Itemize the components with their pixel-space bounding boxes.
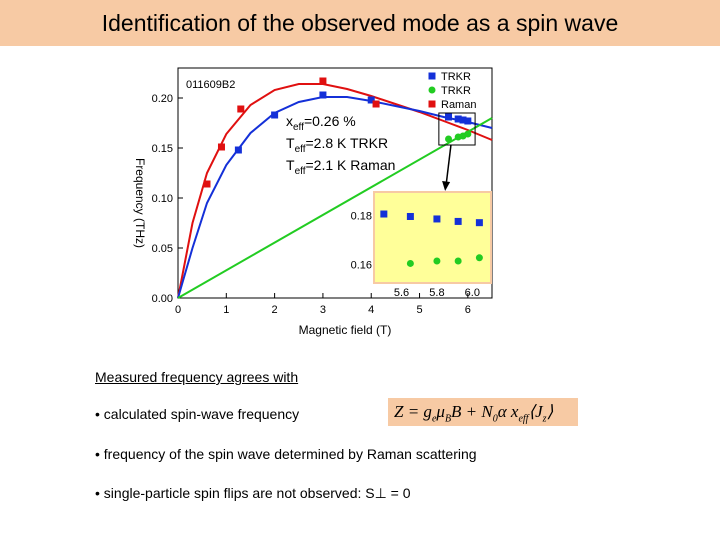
inset-data-point — [406, 259, 414, 267]
data-point — [319, 77, 327, 85]
spin-wave-formula: Z = geμBB + N0α xeff⟨Jz⟩ — [388, 398, 578, 426]
inset-x-tick-label: 5.8 — [429, 287, 444, 299]
data-point — [445, 113, 453, 121]
x-tick-label: 3 — [320, 304, 326, 316]
inset-y-tick-label: 0.16 — [351, 260, 372, 272]
inset-y-tick-label: 0.18 — [351, 210, 372, 222]
inset-data-point — [380, 210, 388, 218]
sample-id-label: 011609B2 — [186, 79, 235, 91]
frequency-vs-field-chart: 0 1 2 3 4 5 6 0.00 0.05 0.10 0.15 0.20 Magnetic fiel… — [133, 67, 493, 337]
inset-data-point — [475, 219, 483, 227]
inset-data-point — [433, 257, 441, 265]
bullet-spin-flips: • single-particle spin flips are not obs… — [95, 485, 411, 501]
data-point — [237, 105, 245, 113]
annotation-line: Teff=2.8 K TRKR — [286, 135, 388, 155]
legend-marker — [428, 100, 436, 108]
y-tick-label: 0.00 — [152, 293, 173, 305]
x-axis-label: Magnetic field (T) — [299, 323, 392, 337]
legend-marker — [428, 86, 436, 94]
x-tick-label: 5 — [416, 304, 422, 316]
data-point — [464, 130, 472, 138]
findings-heading: Measured frequency agrees with — [95, 369, 299, 385]
inset-x-tick-label: 6.0 — [465, 287, 480, 299]
y-tick-label: 0.20 — [152, 93, 173, 105]
y-tick-label: 0.05 — [152, 243, 173, 255]
zoom-arrow-head — [442, 181, 451, 191]
zoom-box — [438, 112, 476, 146]
x-tick-label: 4 — [368, 304, 374, 316]
inset-data-point — [475, 254, 483, 262]
x-tick-label: 2 — [272, 304, 278, 316]
inset-x-tick-label: 5.6 — [394, 287, 409, 299]
inset-plot-area — [375, 193, 490, 282]
data-point — [464, 117, 472, 125]
y-tick-label: 0.15 — [152, 143, 173, 155]
annotation-line: Teff=2.1 K Raman — [286, 157, 395, 177]
inset-data-point — [433, 215, 441, 223]
legend-label: TRKR — [441, 71, 471, 83]
data-point — [271, 111, 279, 119]
fit-line — [177, 117, 493, 299]
y-tick-label: 0.10 — [152, 193, 173, 205]
inset-data-point — [454, 257, 462, 265]
data-point — [367, 96, 375, 104]
annotation-line: xeff=0.26 % — [286, 113, 356, 133]
inset-data-point — [454, 217, 462, 225]
legend-label: Raman — [441, 99, 476, 111]
legend-marker — [428, 72, 436, 80]
data-point — [217, 143, 225, 151]
y-axis-label: Frequency (THz) — [133, 158, 147, 248]
data-point — [234, 146, 242, 154]
slide-title: Identification of the observed mode as a… — [101, 10, 619, 36]
x-tick-label: 0 — [175, 304, 181, 316]
data-point — [445, 135, 453, 143]
x-tick-label: 1 — [223, 304, 229, 316]
title-bar — [0, 0, 720, 46]
bullet-spin-wave-frequency: • calculated spin-wave frequency — [95, 406, 300, 422]
x-tick-label: 6 — [465, 304, 471, 316]
zoom-arrow — [445, 144, 452, 186]
data-point — [454, 115, 462, 123]
legend-label: TRKR — [441, 85, 471, 97]
data-point — [459, 116, 467, 124]
data-point — [372, 100, 380, 108]
bullet-raman-frequency: • frequency of the spin wave determined … — [95, 446, 477, 462]
data-point — [319, 91, 327, 99]
inset-data-point — [406, 212, 414, 220]
data-point — [203, 180, 211, 188]
